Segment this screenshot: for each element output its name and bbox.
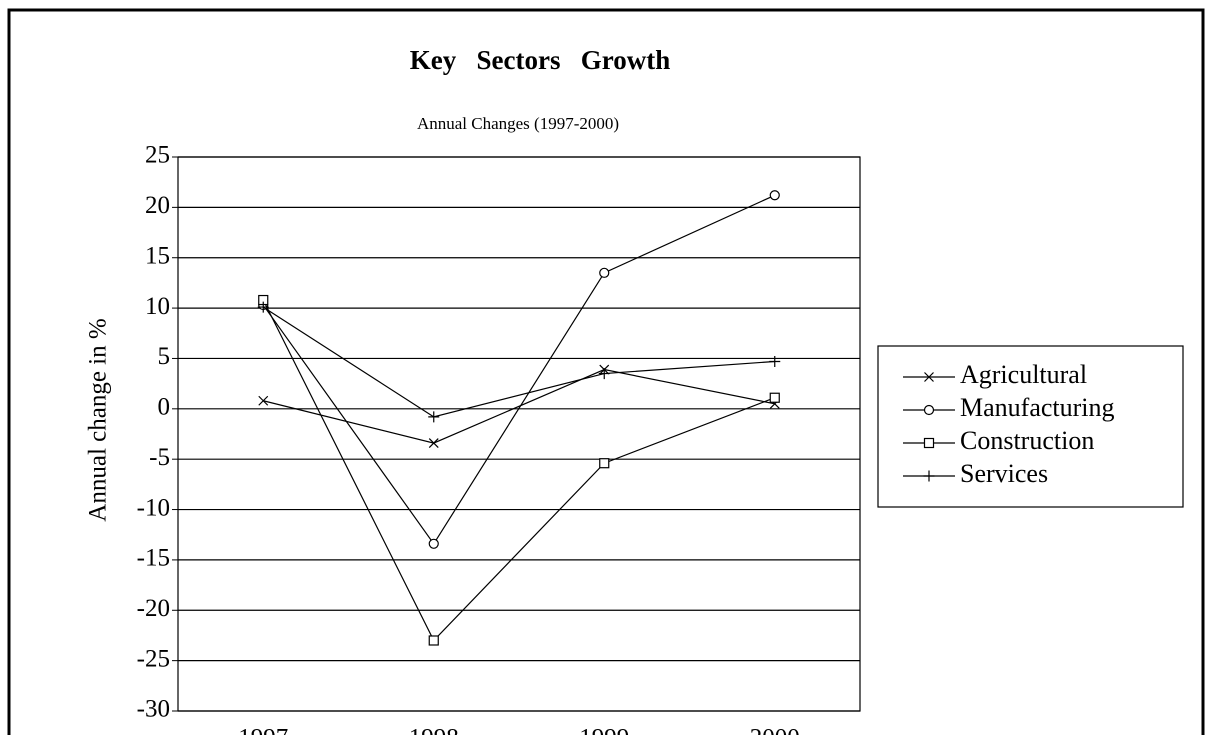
series-line [262, 306, 775, 418]
plot-area [177, 156, 861, 712]
y-tick-label: 10 [145, 293, 170, 320]
marker [923, 404, 935, 416]
legend-label: Construction [960, 426, 1094, 455]
y-tick-label: 5 [158, 343, 171, 370]
series-line [262, 194, 775, 545]
y-tick-label: -25 [137, 645, 170, 672]
x-tick-label: 1998 [409, 725, 459, 735]
y-tick-label: -30 [137, 696, 170, 723]
y-tick-label: 15 [145, 242, 170, 269]
marker [428, 635, 439, 646]
frame [7, 8, 1205, 735]
y-axis-label: Annual change in % [85, 318, 112, 521]
chart-subtitle: Annual Changes (1997-2000) [417, 114, 619, 133]
marker [923, 470, 935, 482]
x-tick-label: 1999 [579, 725, 629, 735]
y-tick-label: 25 [145, 142, 170, 169]
y-tick-label: -5 [149, 444, 170, 471]
series-line [263, 368, 775, 444]
chart-title: Key Sectors Growth [410, 45, 670, 75]
marker [924, 372, 934, 382]
y-tick-label: -15 [137, 545, 170, 572]
y-tick-label: -20 [137, 595, 170, 622]
y-tick-label: 20 [145, 192, 170, 219]
legend-label: Manufacturing [960, 393, 1115, 422]
marker [428, 538, 439, 549]
marker [428, 411, 440, 423]
x-tick-label: 1997 [238, 725, 288, 735]
marker [599, 458, 610, 469]
y-tick-label: -10 [137, 494, 170, 521]
marker [258, 395, 269, 406]
marker [769, 392, 780, 403]
marker [428, 438, 439, 448]
legend-label: Agricultural [960, 360, 1087, 389]
marker [769, 355, 781, 367]
series-line [262, 299, 775, 642]
legend-label: Services [960, 459, 1048, 488]
marker [257, 301, 269, 313]
marker [769, 190, 780, 201]
marker [599, 267, 610, 278]
x-tick-label: 2000 [750, 725, 800, 735]
marker [923, 437, 935, 449]
y-tick-label: 0 [158, 394, 171, 421]
marker [598, 368, 610, 380]
